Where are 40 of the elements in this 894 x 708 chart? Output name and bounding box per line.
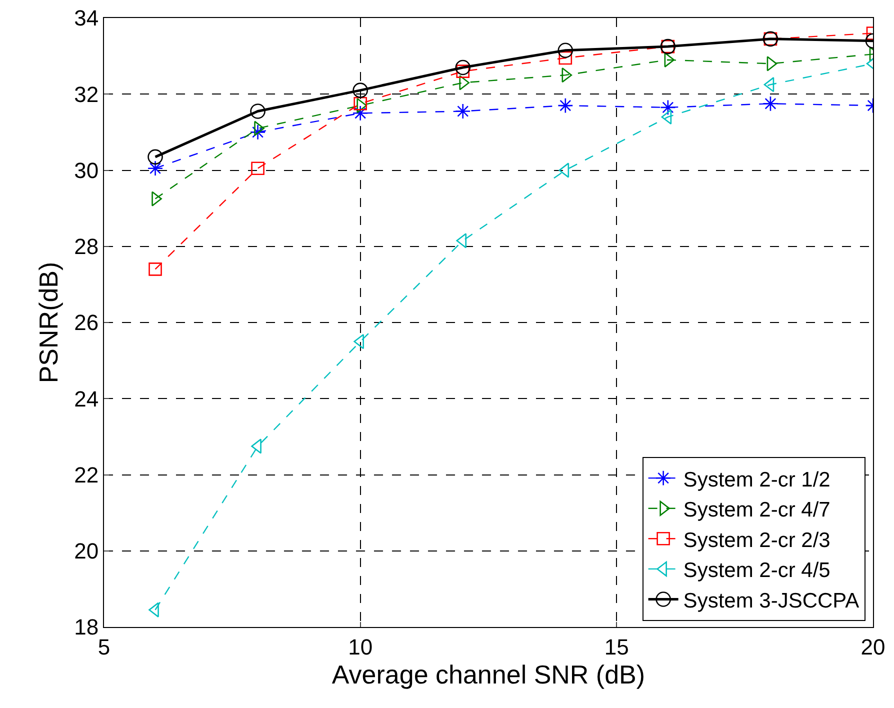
point xyxy=(456,64,470,78)
x-tick-label: 10 xyxy=(348,634,373,660)
legend-label: System 3-JSCCPA xyxy=(683,589,860,612)
y-tick-label: 18 xyxy=(74,614,99,640)
y-tick-label: 32 xyxy=(74,82,99,107)
point xyxy=(148,149,163,165)
point xyxy=(456,233,467,248)
point xyxy=(558,42,574,58)
y-tick-label: 30 xyxy=(74,158,99,183)
point xyxy=(352,82,368,98)
point xyxy=(558,98,574,114)
point xyxy=(251,162,264,175)
point xyxy=(352,105,368,122)
x-axis-title: Average channel SNR (dB) xyxy=(332,659,646,690)
point xyxy=(148,262,162,276)
y-tick-label: 24 xyxy=(74,386,99,412)
point xyxy=(147,160,164,176)
y-tick-label: 22 xyxy=(74,462,99,488)
point xyxy=(660,100,676,116)
point xyxy=(558,51,572,65)
point xyxy=(764,77,774,92)
point xyxy=(455,103,471,120)
x-tick-label: 15 xyxy=(604,634,629,660)
point xyxy=(762,96,778,112)
y-tick-label: 26 xyxy=(74,310,99,336)
y-axis-title: PSNR(dB) xyxy=(34,262,64,384)
legend-label: System 2-cr 4/5 xyxy=(683,559,830,582)
legend-label: System 2-cr 2/3 xyxy=(683,528,830,552)
x-tick-label: 20 xyxy=(860,634,886,660)
point xyxy=(558,162,570,178)
x-tick-label: 5 xyxy=(98,634,110,660)
legend-label: System 2-cr 1/2 xyxy=(683,468,830,492)
point xyxy=(250,104,266,119)
point xyxy=(455,60,471,76)
legend-label: System 2-cr 4/7 xyxy=(683,498,830,522)
y-tick-label: 20 xyxy=(74,538,99,564)
y-tick-label: 28 xyxy=(74,234,99,260)
point xyxy=(250,124,266,140)
y-tick-label: 34 xyxy=(74,6,99,31)
point xyxy=(354,96,367,110)
